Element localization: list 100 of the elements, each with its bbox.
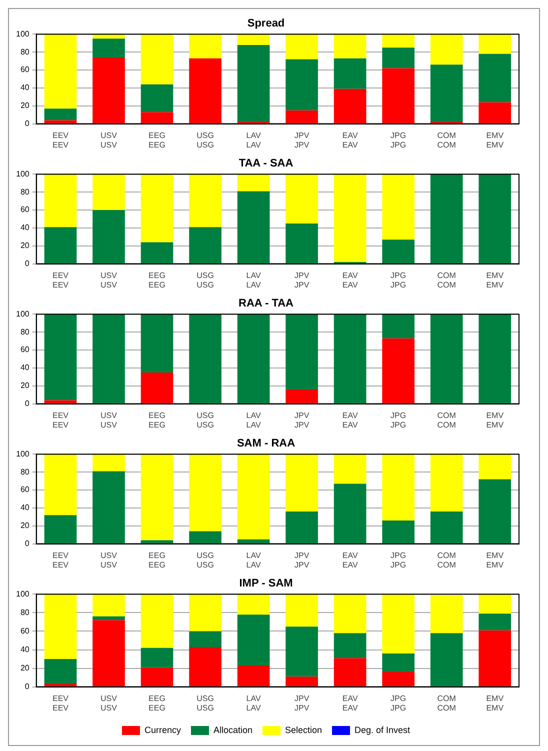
bar bbox=[189, 594, 222, 632]
bar bbox=[92, 34, 125, 39]
x-tick-label: USG USG bbox=[196, 694, 214, 712]
bar bbox=[334, 88, 366, 124]
bar bbox=[286, 59, 318, 110]
bar bbox=[92, 210, 125, 264]
y-tick-label: 0 bbox=[24, 399, 30, 408]
bar bbox=[286, 34, 318, 60]
x-tick-label: LAV LAV bbox=[246, 550, 262, 570]
x-tick-label: USV USV bbox=[100, 130, 118, 150]
bar bbox=[189, 314, 222, 404]
bar bbox=[334, 58, 366, 89]
bar bbox=[334, 633, 366, 658]
bar bbox=[140, 314, 174, 372]
bar bbox=[44, 594, 77, 660]
y-tick-label: 100 bbox=[16, 309, 30, 318]
bar bbox=[334, 594, 366, 634]
bar bbox=[382, 594, 415, 654]
bar bbox=[286, 594, 318, 627]
y-tick-label: 80 bbox=[20, 187, 30, 196]
x-tick-label: LAV LAV bbox=[246, 694, 262, 712]
bar bbox=[140, 112, 174, 124]
x-tick-label: USV USV bbox=[100, 270, 118, 290]
x-tick-label: JPV JPV bbox=[294, 550, 310, 570]
chart-title: TAA - SAA bbox=[238, 158, 294, 170]
bar bbox=[92, 471, 125, 544]
bar bbox=[478, 314, 512, 404]
bar bbox=[478, 594, 512, 614]
x-tick-label: JPV JPV bbox=[294, 410, 310, 430]
y-tick-label: 40 bbox=[20, 503, 30, 512]
y-tick-label: 20 bbox=[20, 663, 30, 672]
bar bbox=[382, 338, 415, 404]
bar bbox=[44, 515, 77, 544]
x-tick-label: JPV JPV bbox=[294, 130, 310, 150]
bar bbox=[334, 658, 366, 686]
x-tick-label: JPG JPG bbox=[390, 130, 406, 150]
x-tick-label: EMV EMV bbox=[486, 694, 504, 712]
bar bbox=[44, 400, 77, 404]
bar bbox=[286, 110, 318, 124]
bar bbox=[334, 174, 366, 262]
chart-title: Spread bbox=[247, 18, 285, 30]
bar bbox=[382, 520, 415, 544]
y-tick-label: 40 bbox=[20, 363, 30, 372]
bar bbox=[92, 620, 125, 686]
bar bbox=[286, 454, 318, 512]
bar bbox=[334, 484, 366, 544]
y-tick-label: 40 bbox=[20, 223, 30, 232]
x-tick-label: EMV EMV bbox=[486, 270, 504, 290]
bar bbox=[382, 174, 415, 240]
bar bbox=[286, 389, 318, 404]
bar bbox=[382, 314, 415, 338]
bar bbox=[382, 240, 415, 264]
y-tick-label: 80 bbox=[20, 608, 30, 617]
y-tick-label: 40 bbox=[20, 83, 30, 92]
bar bbox=[237, 44, 270, 122]
y-tick-label: 20 bbox=[20, 381, 30, 390]
bar bbox=[44, 174, 77, 228]
bar bbox=[140, 174, 174, 242]
y-tick-label: 60 bbox=[20, 345, 30, 354]
bar bbox=[44, 227, 77, 264]
x-tick-label: JPG JPG bbox=[390, 410, 406, 430]
y-tick-label: 20 bbox=[20, 101, 30, 110]
x-tick-label: EEV EEV bbox=[52, 130, 70, 150]
bar bbox=[430, 34, 463, 65]
bar bbox=[237, 614, 270, 666]
x-tick-label: JPG JPG bbox=[390, 270, 406, 290]
bar bbox=[44, 108, 77, 120]
bar bbox=[92, 38, 125, 58]
bar bbox=[189, 58, 222, 124]
bar bbox=[430, 174, 463, 264]
bar bbox=[189, 646, 222, 686]
bar bbox=[140, 34, 174, 84]
x-tick-label: EEV EEV bbox=[52, 550, 70, 570]
x-tick-label: EEV EEV bbox=[52, 410, 70, 430]
bar bbox=[237, 191, 270, 264]
bar bbox=[286, 314, 318, 390]
x-tick-label: EAV EAV bbox=[342, 694, 358, 712]
bar bbox=[478, 34, 512, 54]
bar bbox=[382, 653, 415, 672]
x-tick-label: EEV EEV bbox=[52, 694, 70, 712]
bar bbox=[140, 667, 174, 686]
x-tick-label: EEV EEV bbox=[52, 270, 70, 290]
x-tick-label: COM COM bbox=[437, 550, 456, 570]
x-tick-label: USV USV bbox=[100, 410, 118, 430]
y-tick-label: 0 bbox=[24, 119, 30, 128]
bar bbox=[286, 174, 318, 224]
x-tick-label: EEG EEG bbox=[148, 410, 166, 430]
bar bbox=[478, 454, 512, 480]
bar bbox=[140, 84, 174, 112]
bar bbox=[334, 314, 366, 404]
bar bbox=[334, 454, 366, 484]
x-tick-label: EAV EAV bbox=[342, 410, 358, 430]
y-tick-label: 0 bbox=[24, 539, 30, 548]
bar bbox=[237, 666, 270, 686]
bar bbox=[382, 454, 415, 521]
legend-label: Currency bbox=[144, 724, 182, 735]
legend-label: Deg. of Invest bbox=[354, 724, 411, 735]
x-tick-label: EEG EEG bbox=[148, 130, 166, 150]
y-tick-label: 20 bbox=[20, 241, 30, 250]
bar bbox=[92, 616, 125, 620]
